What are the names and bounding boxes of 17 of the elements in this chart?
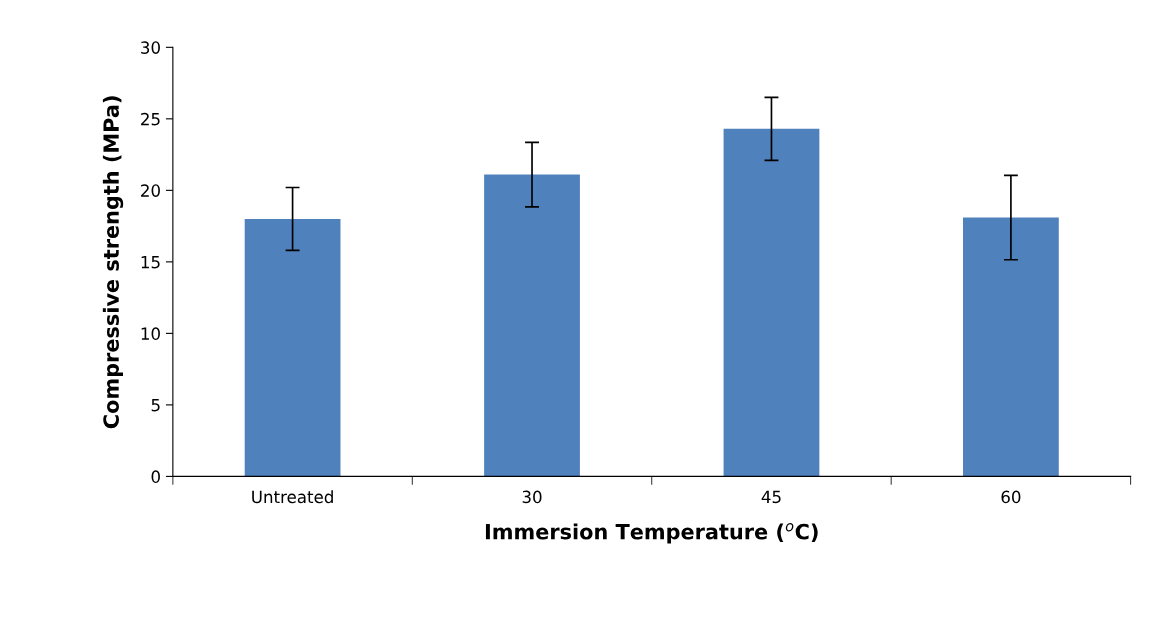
y-tick-label: 30: [141, 41, 160, 54]
x-tick-label: 60: [1001, 490, 1021, 504]
x-tick-label: 45: [761, 490, 781, 504]
bar: [244, 218, 341, 477]
y-tick-label: 5: [151, 399, 160, 412]
bar: [723, 128, 820, 477]
y-tick-label: 15: [141, 256, 160, 269]
y-axis-title: Compressive strength (MPa): [102, 96, 124, 429]
x-tick-label: Untreated: [252, 490, 333, 504]
x-axis-title: Immersion Temperature ($^{o}$C): [485, 523, 818, 544]
bar: [484, 174, 580, 477]
y-tick-label: 0: [151, 470, 160, 483]
y-tick-label: 25: [141, 112, 160, 126]
x-tick-label: 30: [522, 490, 542, 504]
y-tick-label: 20: [141, 184, 160, 197]
bar: [963, 217, 1059, 477]
y-tick-label: 10: [141, 327, 160, 340]
